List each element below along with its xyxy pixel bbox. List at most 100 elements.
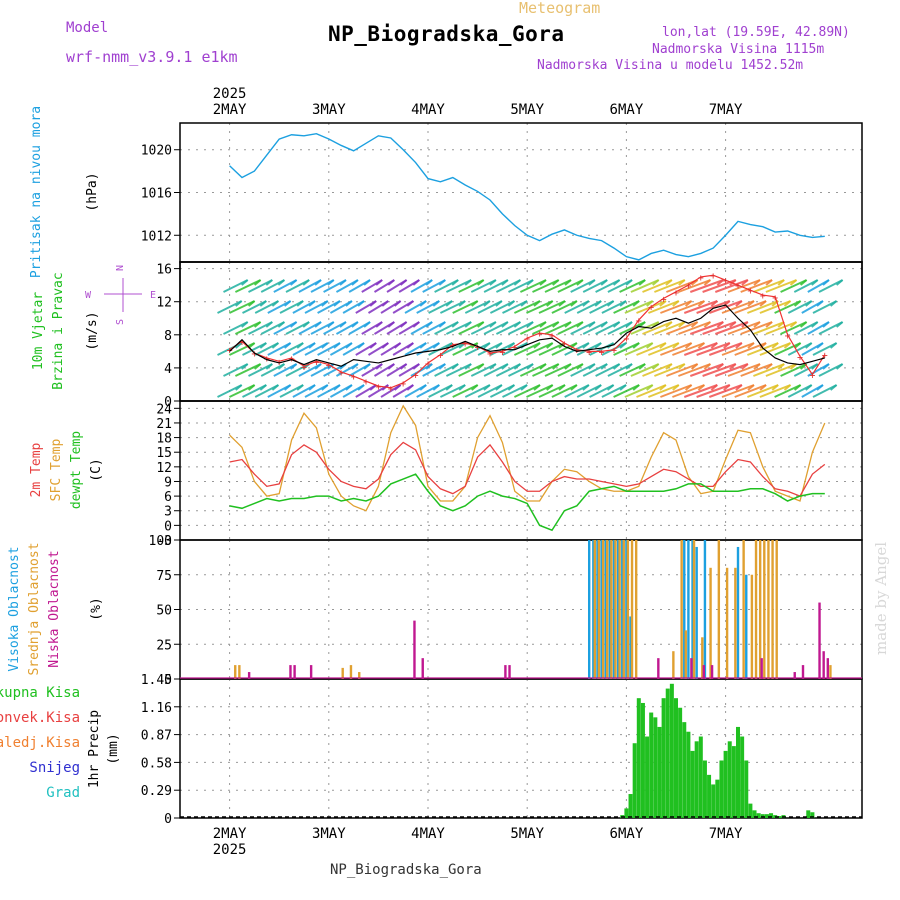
wind-arrow-head xyxy=(835,363,844,370)
wind-arrow-head xyxy=(489,279,497,286)
low-cloud-bar xyxy=(504,665,507,679)
wind-arrow xyxy=(642,279,673,293)
precip-bar xyxy=(690,750,695,818)
wind-unit-label: (m/s) xyxy=(85,311,100,350)
wind-speed-marker: + xyxy=(797,352,803,363)
precip-bar xyxy=(756,813,761,818)
wind-arrow-head xyxy=(495,384,503,391)
wind-arrow xyxy=(595,321,621,335)
wind-speed-marker: + xyxy=(239,337,245,348)
wind-arrow xyxy=(734,384,767,398)
wind-arrow xyxy=(672,300,705,314)
wind-arrow-head xyxy=(619,342,627,349)
wind-arrow xyxy=(551,342,578,356)
wind-arrow xyxy=(619,321,646,335)
low-cloud-bar xyxy=(710,665,714,679)
wind-arrow xyxy=(508,363,534,377)
precip-bar xyxy=(736,726,740,818)
wind-arrow-head xyxy=(771,342,779,349)
wind-arrow-head xyxy=(570,300,578,307)
precip-bar xyxy=(628,794,633,818)
wind-arrow-head xyxy=(265,363,273,370)
wind-arrow xyxy=(445,321,472,335)
wind-arrow xyxy=(508,279,534,293)
wind-arrow-head xyxy=(363,363,371,370)
mid-cloud-bar xyxy=(709,567,712,679)
wind-arrow-head xyxy=(351,321,359,328)
mid-cloud-bar xyxy=(630,540,634,679)
wind-arrow-head xyxy=(829,300,838,307)
precip-legend-item: Ukupna Kisa xyxy=(0,685,80,701)
wind-arrow-head xyxy=(765,321,773,328)
high-cloud-bar xyxy=(616,540,620,679)
wind-arrow xyxy=(613,300,640,314)
precip-bar xyxy=(645,736,650,818)
wind-arrow xyxy=(576,384,602,398)
y-tick-label: 3 xyxy=(164,505,172,520)
wind-arrow-head xyxy=(741,279,749,286)
y-tick-label: 18 xyxy=(156,432,172,447)
wind-speed-marker: + xyxy=(425,359,431,370)
wind-arrow xyxy=(223,279,249,293)
wind-arrow-head xyxy=(464,279,472,286)
y-tick-label: 24 xyxy=(156,402,172,417)
precip-bar xyxy=(806,810,811,818)
wind-arrow-head xyxy=(697,300,706,307)
wind-arrow-head xyxy=(253,363,262,370)
wind-arrow-head xyxy=(619,384,627,391)
wind-arrow xyxy=(636,384,667,398)
wind-arrow-head xyxy=(314,279,322,286)
y-tick-label: 0 xyxy=(164,673,172,688)
wind-arrow-head xyxy=(690,279,699,286)
wind-arrow-head xyxy=(419,384,427,391)
precip-bar xyxy=(707,774,712,818)
wind-arrow xyxy=(721,342,755,356)
wind-arrow xyxy=(740,279,773,293)
mid-cloud-bar xyxy=(614,540,617,679)
mid-cloud-bar xyxy=(610,540,613,679)
wind-arrow xyxy=(774,300,802,314)
wind-arrow xyxy=(551,300,578,314)
mid-cloud-axis-label: Srednja Oblacnost xyxy=(27,542,42,675)
wind-arrow-head xyxy=(451,279,459,286)
wind-arrow-head xyxy=(412,363,420,370)
wind-arrow-head xyxy=(321,384,329,391)
wind-arrow xyxy=(564,384,590,398)
mid-cloud-bar xyxy=(593,540,597,679)
wind-arrow xyxy=(532,321,560,335)
wind-arrow-head xyxy=(539,279,547,286)
wind-arrow-head xyxy=(638,363,646,370)
wind-arrow xyxy=(714,279,749,293)
wind-arrow-head xyxy=(612,363,621,370)
wind-arrow xyxy=(477,342,503,356)
wind-arrow-head xyxy=(314,363,322,370)
wind-arrow-head xyxy=(600,279,608,286)
mid-cloud-bar xyxy=(684,630,687,679)
wind-arrow xyxy=(576,300,602,314)
wind-arrow-head xyxy=(777,279,785,286)
wind-arrow xyxy=(721,300,755,314)
precip-bar xyxy=(657,726,662,818)
wind-arrow-head xyxy=(235,300,243,307)
wind-speed-marker: + xyxy=(326,361,332,372)
wind-arrow-head xyxy=(777,363,785,370)
wind-arrow-head xyxy=(271,300,280,307)
y-tick-label: 6 xyxy=(164,490,172,505)
wind-arrow-head xyxy=(829,384,838,391)
wind-arrow-head xyxy=(241,363,249,370)
panel-frame xyxy=(179,400,863,541)
wind-speed-marker: + xyxy=(499,347,505,358)
wind-arrow-head xyxy=(765,279,773,286)
cloud-unit-label: (%) xyxy=(89,597,104,620)
wind-speed-marker: + xyxy=(363,377,369,388)
wind-arrow-head xyxy=(369,300,377,307)
wind-arrow-head xyxy=(793,384,802,391)
wind-arrow xyxy=(642,363,673,377)
wind-arrow-head xyxy=(321,342,329,349)
wind-arrow xyxy=(601,300,627,314)
wind-arrow-head xyxy=(241,279,249,286)
y-tick-label: 15 xyxy=(156,446,172,461)
wind-arrow-head xyxy=(811,363,819,370)
wind-speed-marker: + xyxy=(413,371,419,382)
